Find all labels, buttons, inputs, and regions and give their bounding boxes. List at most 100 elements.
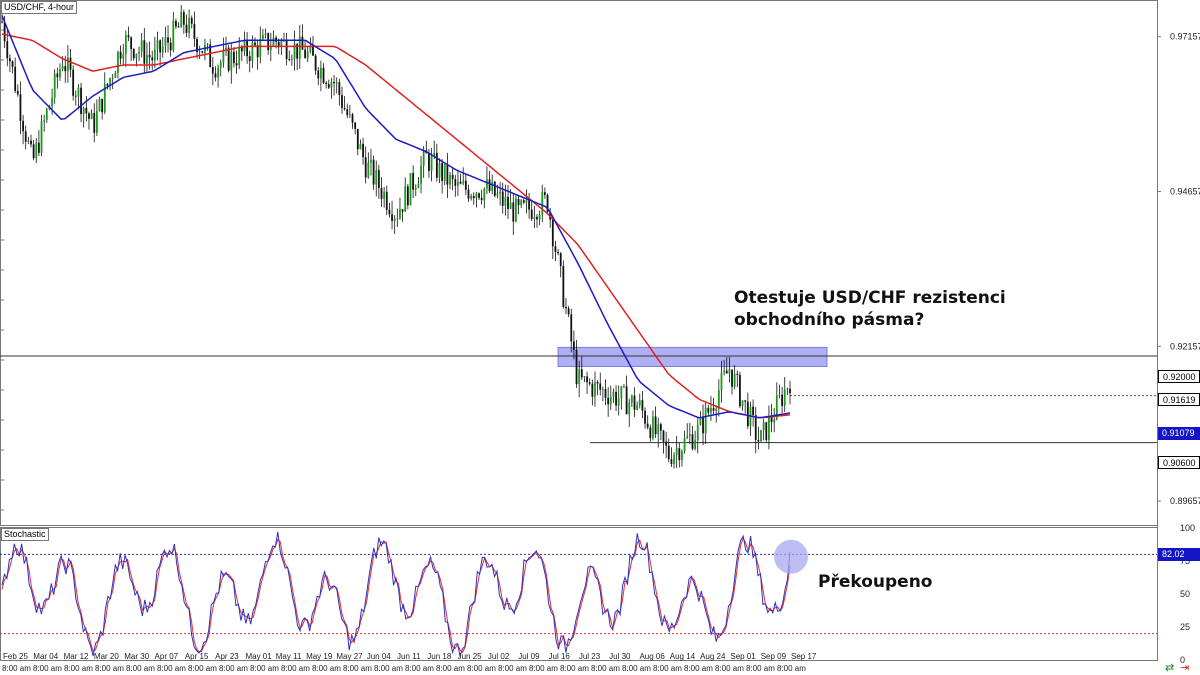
price-axis-label: 0.97157 xyxy=(1170,32,1200,42)
stochastic-d-line xyxy=(1,536,791,654)
date-label: Jul 30 xyxy=(609,652,631,661)
date-label: Sep 01 xyxy=(730,652,756,661)
candle xyxy=(446,164,449,185)
candle xyxy=(459,181,462,184)
candle xyxy=(301,36,304,50)
candle xyxy=(51,97,53,106)
time-label: 8:00 am xyxy=(126,664,155,673)
candle xyxy=(530,209,533,219)
candle xyxy=(517,199,520,206)
candle xyxy=(338,82,341,96)
candle xyxy=(56,73,59,78)
candle xyxy=(533,216,536,219)
candle xyxy=(580,369,583,378)
date-label: May 01 xyxy=(245,652,272,661)
candle xyxy=(739,374,741,407)
candle xyxy=(728,369,731,374)
candle xyxy=(211,67,214,74)
time-label: 8:00 am xyxy=(684,664,713,673)
candle xyxy=(156,40,159,50)
candle xyxy=(683,437,686,452)
candle xyxy=(151,57,154,61)
candle xyxy=(507,196,509,209)
candle xyxy=(607,397,610,405)
candle xyxy=(562,266,565,307)
candle xyxy=(159,40,162,53)
candle xyxy=(712,408,715,411)
annotation-overbought: Překoupeno xyxy=(818,572,933,592)
candle xyxy=(554,246,557,253)
candle xyxy=(185,24,188,33)
fast-moving-average xyxy=(1,15,791,419)
time-label: 8:00 am xyxy=(2,664,31,673)
candle xyxy=(406,186,409,206)
date-label: Jul 09 xyxy=(518,652,540,661)
chart-corner-icons: ⇄ ⇥ xyxy=(1165,662,1189,674)
candle xyxy=(354,122,357,129)
slow-moving-average xyxy=(1,33,791,419)
candle xyxy=(59,69,61,78)
candle xyxy=(209,44,212,68)
candle xyxy=(325,82,328,85)
candle xyxy=(40,121,43,153)
candle xyxy=(575,349,578,385)
candle xyxy=(654,416,657,435)
stochastic-k-line xyxy=(1,531,791,658)
candle xyxy=(636,405,639,410)
candle xyxy=(623,386,625,388)
candle xyxy=(111,77,114,79)
time-label: 8:00 am xyxy=(560,664,589,673)
candle xyxy=(175,20,177,27)
time-label: 8:00 am xyxy=(312,664,341,673)
candle xyxy=(233,51,235,64)
candle xyxy=(109,78,111,86)
candle xyxy=(35,142,38,159)
candle xyxy=(88,113,90,119)
time-label: 8:00 am xyxy=(529,664,558,673)
candle xyxy=(219,62,222,68)
candle xyxy=(103,83,106,113)
sync-icon[interactable]: ⇄ xyxy=(1165,662,1174,674)
candle xyxy=(438,163,441,178)
candle xyxy=(770,415,773,423)
date-label: Mar 04 xyxy=(33,652,58,661)
candle xyxy=(80,87,82,115)
candle xyxy=(367,162,370,178)
candle xyxy=(304,49,306,58)
stochastic-title: Stochastic xyxy=(1,528,49,541)
candle xyxy=(681,451,683,461)
candle xyxy=(24,131,27,142)
candle xyxy=(509,202,512,209)
candle xyxy=(760,430,762,442)
candle xyxy=(32,144,35,159)
candle xyxy=(72,69,75,96)
candle xyxy=(578,369,581,385)
candle xyxy=(604,389,607,398)
candle xyxy=(11,61,14,67)
candle xyxy=(789,388,791,394)
date-label: Jul 02 xyxy=(488,652,510,661)
time-label: 8:00 am xyxy=(467,664,496,673)
candle xyxy=(638,400,641,406)
candle xyxy=(420,165,422,184)
candle xyxy=(348,114,351,116)
arrow-right-icon[interactable]: ⇥ xyxy=(1180,662,1189,674)
candle xyxy=(754,415,757,440)
date-label: Jul 23 xyxy=(579,652,601,661)
candle xyxy=(138,51,140,54)
date-label: May 11 xyxy=(276,652,302,661)
date-label: Aug 14 xyxy=(670,652,696,661)
time-label: 8:00 am xyxy=(219,664,248,673)
candle xyxy=(1,21,3,23)
candle xyxy=(559,253,562,267)
candle xyxy=(288,59,291,60)
candle xyxy=(385,191,388,210)
date-label: Aug 06 xyxy=(639,652,665,661)
candle xyxy=(330,81,333,88)
candle xyxy=(130,37,133,50)
stoch-axis-label: 25 xyxy=(1180,622,1190,632)
date-label: Jul 16 xyxy=(549,652,571,661)
candle xyxy=(388,209,391,215)
candle xyxy=(633,395,636,410)
